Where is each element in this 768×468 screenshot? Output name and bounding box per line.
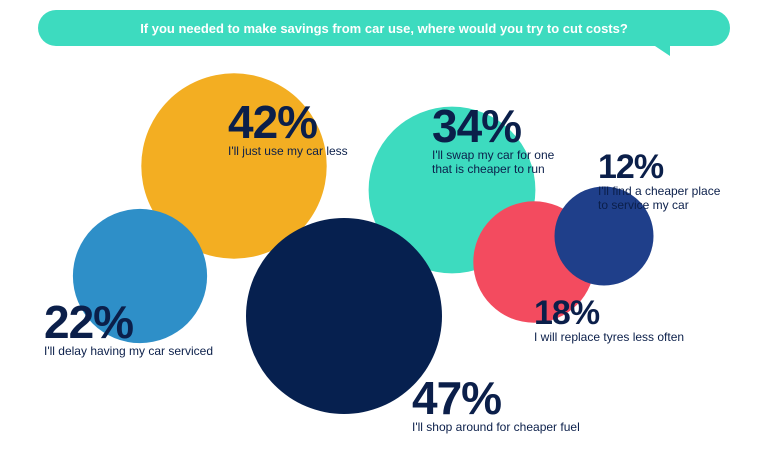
label-use-car-less: 42% I'll just use my car less xyxy=(228,96,348,158)
label-delay-service: 22% I'll delay having my car serviced xyxy=(44,296,214,358)
value-label-47: 47% xyxy=(412,372,502,424)
speech-bubble-shape xyxy=(38,10,730,56)
label-cheaper-service: 12% I'll find a cheaper place to service… xyxy=(598,150,720,212)
desc-replace-tyres: I will replace tyres less often xyxy=(534,330,685,344)
question-banner: If you needed to make savings from car u… xyxy=(38,10,730,56)
bubble-use-car-less xyxy=(141,73,327,259)
bubble-cheaper-service xyxy=(554,186,654,286)
desc-cheaper-service: I'll find a cheaper place to service my … xyxy=(598,184,721,212)
label-cheaper-fuel: 47% I'll shop around for cheaper fuel xyxy=(412,372,580,434)
label-swap-car: 34% I'll swap my car for one that is che… xyxy=(432,100,555,176)
value-label-12: 12% xyxy=(598,148,664,186)
desc-use-car-less: I'll just use my car less xyxy=(228,144,348,158)
value-label-42: 42% xyxy=(228,96,318,148)
value-label-22: 22% xyxy=(44,296,134,348)
label-replace-tyres: 18% I will replace tyres less often xyxy=(534,296,684,344)
value-label-34: 34% xyxy=(432,100,522,152)
desc-swap-car: I'll swap my car for one that is cheaper… xyxy=(432,148,555,176)
question-text: If you needed to make savings from car u… xyxy=(140,20,628,36)
value-label-18: 18% xyxy=(534,294,600,332)
bubble-delay-service xyxy=(72,208,208,344)
desc-cheaper-fuel: I'll shop around for cheaper fuel xyxy=(412,420,580,434)
desc-delay-service: I'll delay having my car serviced xyxy=(44,344,214,358)
bubble-cheaper-fuel xyxy=(246,218,442,414)
